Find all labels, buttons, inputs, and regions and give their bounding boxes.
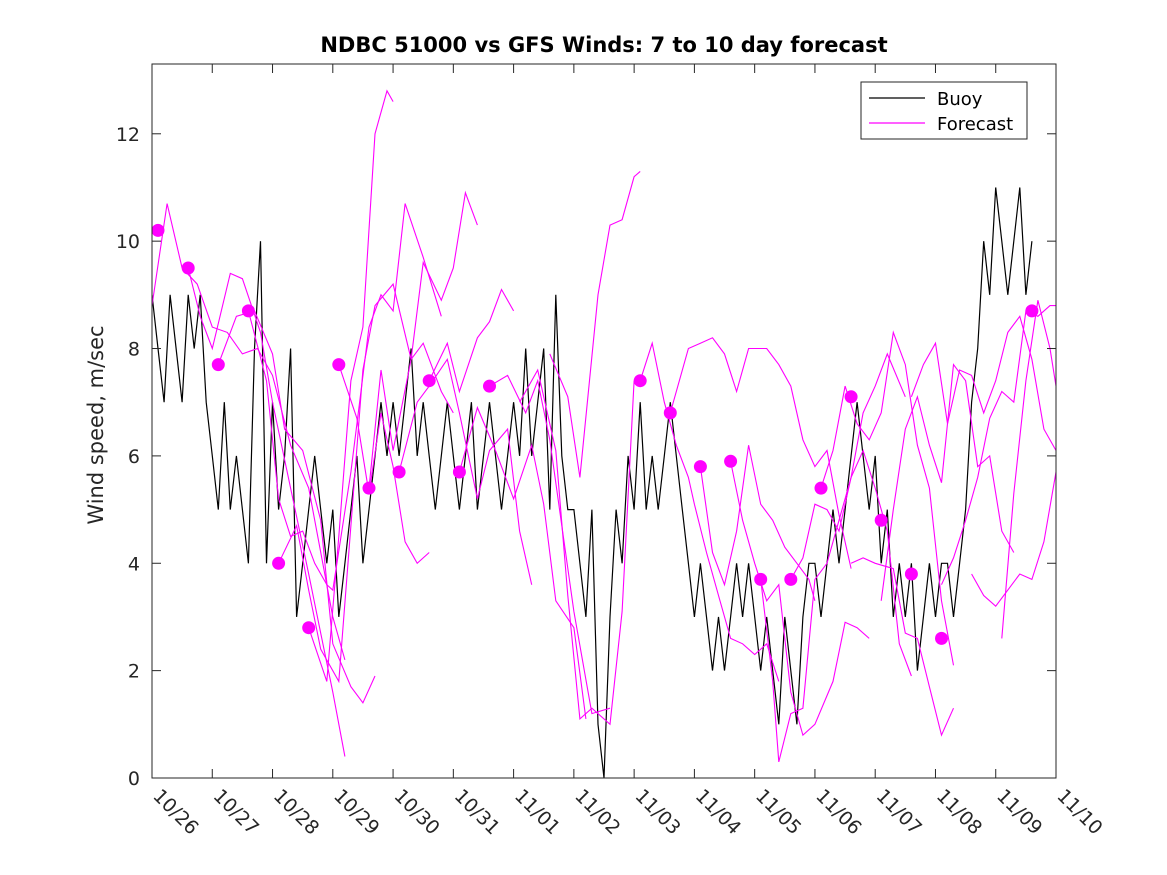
forecast-series-line-20 (820, 330, 955, 666)
forecast-series-line-9 (428, 288, 515, 394)
y-tick-label-3: 6 (128, 446, 140, 468)
forecast-marker-23 (1025, 304, 1039, 318)
forecast-series-line-24 (940, 305, 1056, 585)
forecast-series-line-1 (187, 267, 346, 757)
forecast-series-line-10 (458, 405, 587, 719)
forecast-marker-3 (241, 304, 255, 318)
forecast-series-line-12 (519, 368, 635, 726)
forecast-marker-22 (935, 631, 948, 645)
y-axis-label: Wind speed, m/sec (84, 325, 108, 524)
forecast-marker-5 (302, 621, 316, 635)
legend: Buoy Forecast (860, 81, 1028, 140)
forecast-series-line-16 (699, 445, 816, 601)
forecast-series-line-18 (760, 352, 906, 763)
chart-title: NDBC 51000 vs GFS Winds: 7 to 10 day for… (320, 33, 887, 57)
forecast-series-line-7 (368, 190, 478, 489)
forecast-marker-18 (814, 481, 828, 495)
forecast-marker-4 (272, 556, 286, 570)
forecast-series-line-17 (730, 461, 870, 737)
y-tick-label-2: 4 (128, 553, 140, 575)
y-tick-label-6: 12 (116, 124, 140, 146)
forecast-series-line-3 (247, 203, 442, 592)
forecast-marker-19 (844, 390, 858, 404)
axes-box (151, 63, 1057, 779)
forecast-marker-21 (904, 567, 918, 581)
forecast-marker-13 (663, 406, 677, 420)
forecast-marker-6 (332, 358, 346, 372)
forecast-series-line-25 (971, 471, 1056, 608)
forecast-marker-9 (422, 374, 436, 388)
forecast-series-line-4 (278, 282, 454, 684)
forecast-marker-12 (633, 374, 647, 388)
forecast-series-line-21 (850, 557, 955, 737)
plot-series (152, 89, 1056, 778)
forecast-series-line-13 (549, 170, 641, 478)
legend-label-1: Forecast (937, 114, 1013, 135)
forecast-series-line-23 (910, 315, 1056, 451)
forecast-series-line-26 (1001, 300, 1056, 639)
forecast-series-line-14 (639, 341, 780, 682)
y-tick-label-4: 8 (128, 339, 140, 361)
forecast-marker-0 (152, 223, 165, 237)
forecast-marker-20 (874, 513, 888, 527)
forecast-marker-8 (392, 465, 406, 479)
plot-area (152, 89, 1056, 778)
forecast-marker-10 (452, 465, 466, 479)
forecast-marker-2 (211, 358, 225, 372)
buoy-series-line (152, 187, 1033, 778)
forecast-marker-15 (724, 454, 738, 468)
forecast-series-line-15 (669, 337, 852, 569)
legend-label-0: Buoy (937, 89, 983, 110)
forecast-marker-17 (784, 572, 798, 586)
forecast-marker-7 (362, 481, 376, 495)
forecast-series-line-11 (489, 374, 611, 715)
forecast-marker-14 (693, 460, 707, 474)
forecast-marker-16 (754, 572, 768, 586)
forecast-series-line-8 (398, 357, 533, 585)
y-tick-label-5: 10 (116, 231, 140, 253)
forecast-series-line-6 (338, 364, 430, 565)
forecast-marker-1 (181, 261, 195, 275)
y-tick-label-0: 0 (128, 768, 140, 790)
legend-box (860, 81, 1028, 140)
forecast-series-line-5 (308, 89, 394, 682)
forecast-marker-11 (483, 379, 496, 393)
y-tick-label-1: 2 (128, 661, 140, 683)
forecast-series-line-19 (790, 448, 912, 677)
